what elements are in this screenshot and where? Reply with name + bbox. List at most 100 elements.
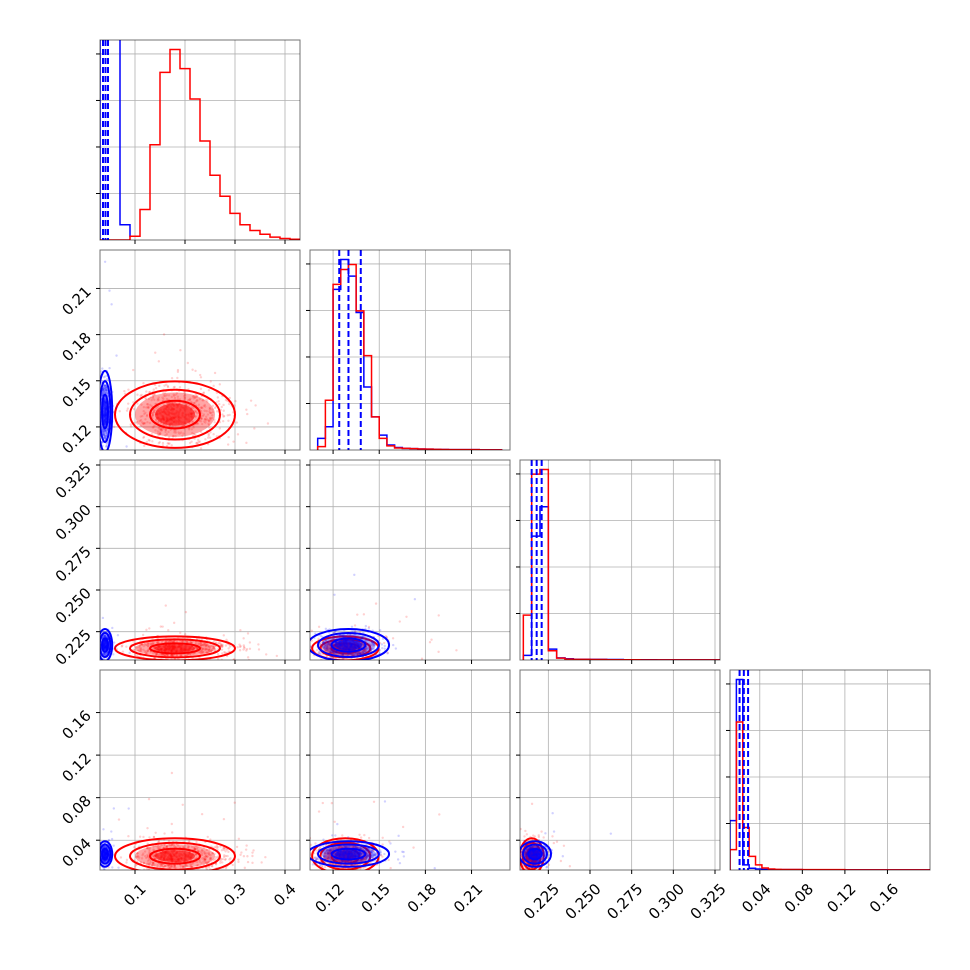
scatter-point bbox=[366, 855, 369, 858]
scatter-point bbox=[194, 410, 198, 414]
scatter-point bbox=[328, 853, 332, 857]
scatter-point bbox=[329, 651, 332, 654]
scatter-point bbox=[157, 398, 160, 402]
scatter-point bbox=[211, 646, 215, 650]
scatter-point bbox=[368, 644, 372, 648]
scatter-point bbox=[114, 645, 117, 648]
scatter-point bbox=[159, 653, 162, 656]
scatter-point bbox=[196, 399, 199, 402]
scatter-point bbox=[97, 649, 99, 651]
scatter-point bbox=[204, 645, 208, 648]
scatter-point bbox=[219, 861, 222, 864]
scatter-point bbox=[295, 655, 297, 657]
scatter-point bbox=[367, 625, 371, 629]
scatter-point bbox=[212, 872, 214, 874]
scatter-point bbox=[243, 866, 247, 870]
scatter-point bbox=[100, 370, 103, 373]
scatter-point bbox=[147, 648, 150, 651]
scatter-point bbox=[162, 866, 165, 869]
scatter-point bbox=[328, 642, 331, 645]
scatter-point bbox=[178, 432, 181, 435]
scatter-point bbox=[160, 640, 164, 644]
scatter-point bbox=[200, 406, 203, 409]
scatter-point bbox=[139, 646, 142, 650]
scatter-point bbox=[252, 849, 255, 852]
scatter-point bbox=[332, 644, 336, 647]
scatter-point bbox=[333, 651, 336, 654]
scatter-point bbox=[188, 441, 192, 445]
scatter-point bbox=[195, 441, 198, 445]
scatter-point bbox=[146, 826, 149, 830]
scatter-point bbox=[200, 416, 203, 419]
scatter-point bbox=[103, 662, 105, 664]
scatter-point bbox=[166, 442, 169, 445]
scatter-point bbox=[151, 412, 154, 415]
scatter-point bbox=[372, 873, 374, 875]
scatter-point bbox=[97, 412, 99, 414]
contour-line bbox=[149, 847, 201, 865]
scatter-point bbox=[128, 651, 131, 655]
scatter-point bbox=[101, 881, 103, 883]
scatter-point bbox=[152, 641, 155, 645]
scatter-point bbox=[204, 644, 207, 647]
scatter-point bbox=[295, 647, 297, 649]
scatter-point bbox=[205, 861, 208, 864]
scatter-point bbox=[219, 845, 222, 848]
scatter-point bbox=[102, 387, 105, 390]
scatter-point bbox=[117, 866, 120, 869]
scatter-point bbox=[359, 652, 362, 655]
scatter-point bbox=[123, 672, 125, 674]
scatter-point bbox=[211, 408, 214, 411]
scatter-point bbox=[200, 651, 204, 654]
scatter-point bbox=[152, 861, 155, 865]
scatter-point bbox=[151, 413, 155, 417]
scatter-point bbox=[202, 650, 205, 654]
scatter-point bbox=[190, 428, 194, 431]
scatter-point bbox=[151, 861, 155, 865]
scatter-point bbox=[209, 645, 213, 648]
scatter-point bbox=[212, 645, 216, 649]
scatter-point bbox=[102, 635, 105, 638]
scatter-point bbox=[107, 838, 111, 842]
scatter-point bbox=[163, 392, 167, 395]
scatter-point bbox=[152, 647, 155, 650]
scatter-point bbox=[136, 422, 140, 426]
scatter-point bbox=[194, 369, 197, 373]
scatter-point bbox=[326, 642, 329, 646]
scatter-point bbox=[102, 431, 105, 434]
scatter-point bbox=[217, 400, 220, 403]
scatter-point bbox=[157, 420, 160, 424]
scatter-point bbox=[386, 651, 390, 654]
scatter-point bbox=[370, 643, 373, 647]
scatter-point bbox=[361, 636, 364, 639]
scatter-point bbox=[138, 419, 141, 423]
scatter-point bbox=[381, 855, 384, 858]
contour-line bbox=[114, 837, 236, 870]
scatter-point bbox=[329, 848, 333, 852]
scatter-point bbox=[359, 652, 362, 656]
scatter-point bbox=[196, 411, 199, 415]
scatter-point bbox=[327, 642, 330, 646]
scatter-point bbox=[341, 635, 345, 638]
scatter-point bbox=[327, 855, 331, 859]
scatter-point bbox=[200, 417, 203, 421]
scatter-point bbox=[95, 410, 97, 412]
scatter-point bbox=[246, 855, 249, 858]
scatter-point bbox=[251, 861, 254, 865]
scatter-point bbox=[322, 641, 326, 644]
scatter-point bbox=[166, 402, 169, 405]
scatter-point bbox=[302, 647, 304, 649]
scatter-point bbox=[103, 388, 106, 391]
contour-line bbox=[129, 638, 221, 659]
scatter-point bbox=[102, 389, 106, 393]
scatter-point bbox=[199, 430, 203, 433]
scatter-point bbox=[145, 856, 148, 860]
scatter-point bbox=[102, 635, 106, 638]
scatter-point bbox=[147, 397, 151, 401]
scatter-point bbox=[170, 654, 174, 657]
scatter-point bbox=[190, 420, 194, 423]
scatter-point bbox=[358, 651, 361, 655]
scatter-point bbox=[200, 861, 203, 865]
scatter-point bbox=[104, 859, 107, 863]
scatter-point bbox=[171, 425, 174, 428]
